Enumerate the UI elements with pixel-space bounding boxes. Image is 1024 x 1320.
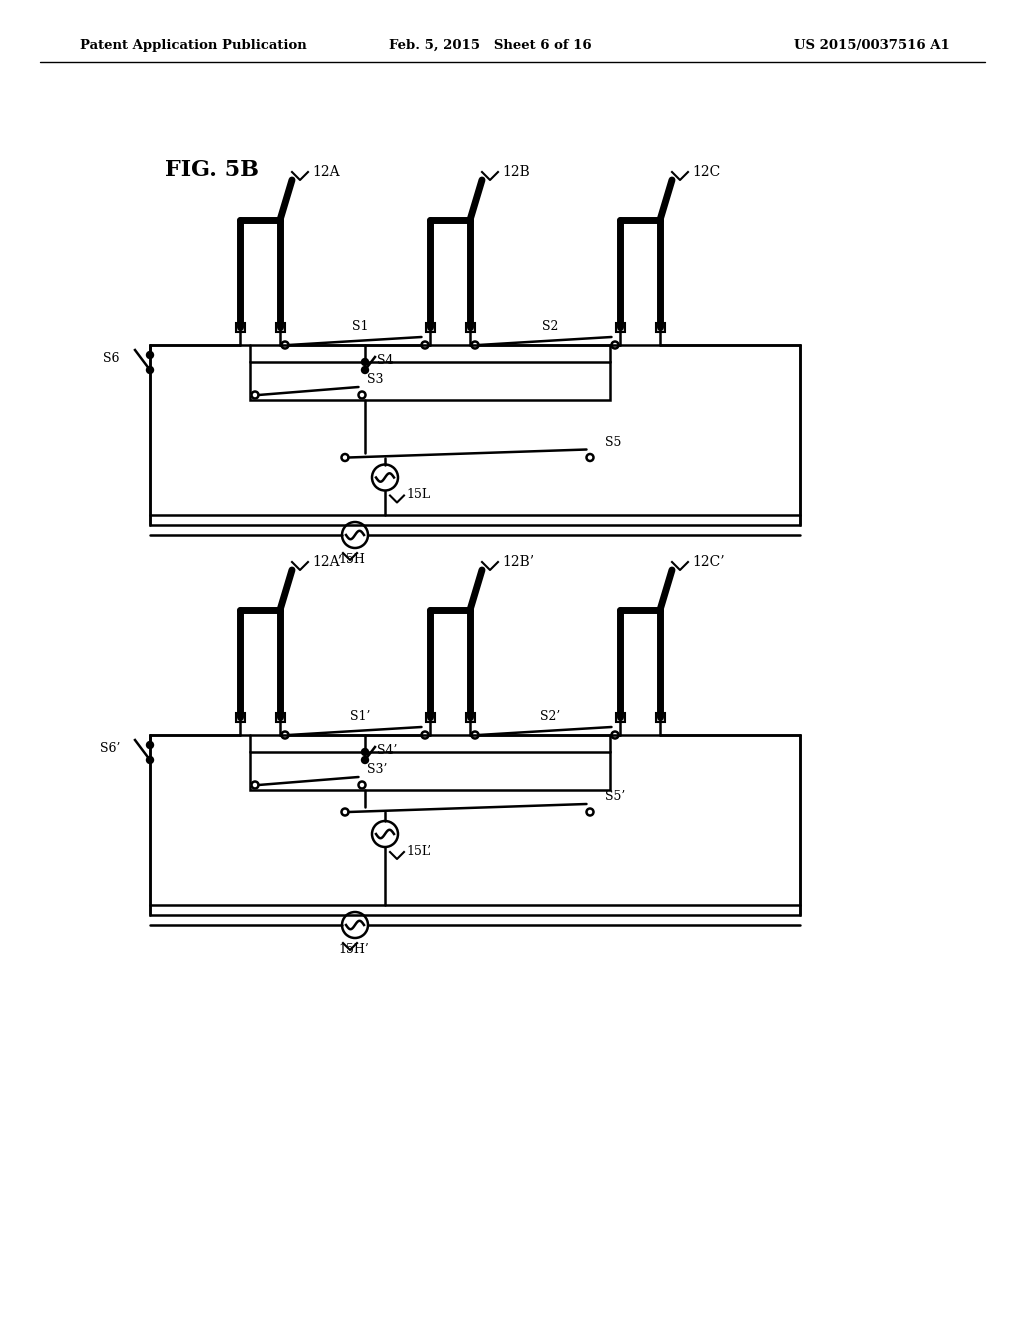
Text: S2’: S2’ bbox=[540, 710, 560, 723]
Circle shape bbox=[422, 342, 428, 348]
Text: 12B: 12B bbox=[502, 165, 529, 180]
Circle shape bbox=[341, 454, 348, 461]
Text: 12C: 12C bbox=[692, 165, 720, 180]
Text: S2: S2 bbox=[542, 319, 558, 333]
Text: S1’: S1’ bbox=[350, 710, 371, 723]
Circle shape bbox=[146, 367, 154, 374]
Text: Patent Application Publication: Patent Application Publication bbox=[80, 38, 307, 51]
Circle shape bbox=[587, 454, 594, 461]
Text: S3’: S3’ bbox=[367, 763, 387, 776]
Text: S4: S4 bbox=[377, 354, 393, 367]
Text: S5’: S5’ bbox=[605, 789, 626, 803]
Circle shape bbox=[611, 342, 618, 348]
Text: 12C’: 12C’ bbox=[692, 554, 725, 569]
Circle shape bbox=[146, 351, 154, 359]
Bar bbox=[426, 322, 434, 331]
Circle shape bbox=[282, 342, 289, 348]
Text: S6: S6 bbox=[103, 352, 120, 366]
Bar bbox=[426, 713, 434, 722]
Circle shape bbox=[587, 808, 594, 816]
Bar bbox=[466, 713, 474, 722]
Text: S6’: S6’ bbox=[99, 742, 120, 755]
Circle shape bbox=[361, 359, 369, 366]
Circle shape bbox=[341, 808, 348, 816]
Bar bbox=[655, 322, 665, 331]
Circle shape bbox=[471, 731, 478, 738]
Bar bbox=[250, 752, 610, 789]
Bar bbox=[236, 322, 245, 331]
Circle shape bbox=[252, 781, 258, 788]
Circle shape bbox=[252, 392, 258, 399]
Bar bbox=[275, 322, 285, 331]
Circle shape bbox=[358, 392, 366, 399]
Circle shape bbox=[422, 731, 428, 738]
Text: 15H’: 15H’ bbox=[338, 942, 369, 956]
Circle shape bbox=[471, 342, 478, 348]
Bar bbox=[236, 713, 245, 722]
Text: 15H: 15H bbox=[338, 553, 365, 566]
Text: S5: S5 bbox=[605, 436, 622, 449]
Bar bbox=[615, 713, 625, 722]
Text: 12B’: 12B’ bbox=[502, 554, 535, 569]
Bar bbox=[466, 322, 474, 331]
Text: 12A’: 12A’ bbox=[312, 554, 342, 569]
Text: US 2015/0037516 A1: US 2015/0037516 A1 bbox=[795, 38, 950, 51]
Circle shape bbox=[611, 731, 618, 738]
Bar bbox=[275, 713, 285, 722]
Circle shape bbox=[361, 367, 369, 374]
Bar bbox=[150, 735, 800, 915]
Text: 12A: 12A bbox=[312, 165, 340, 180]
Bar bbox=[615, 322, 625, 331]
Circle shape bbox=[146, 742, 154, 748]
Text: Feb. 5, 2015   Sheet 6 of 16: Feb. 5, 2015 Sheet 6 of 16 bbox=[389, 38, 591, 51]
Text: FIG. 5B: FIG. 5B bbox=[165, 158, 259, 181]
Bar bbox=[250, 362, 610, 400]
Text: 15L’: 15L’ bbox=[406, 845, 431, 858]
Circle shape bbox=[282, 731, 289, 738]
Circle shape bbox=[361, 756, 369, 763]
Bar bbox=[150, 345, 800, 525]
Circle shape bbox=[361, 748, 369, 755]
Bar bbox=[655, 713, 665, 722]
Text: 15L: 15L bbox=[406, 488, 430, 502]
Text: S1: S1 bbox=[352, 319, 369, 333]
Circle shape bbox=[146, 756, 154, 763]
Text: S3: S3 bbox=[367, 374, 384, 385]
Circle shape bbox=[358, 781, 366, 788]
Text: S4’: S4’ bbox=[377, 744, 397, 756]
